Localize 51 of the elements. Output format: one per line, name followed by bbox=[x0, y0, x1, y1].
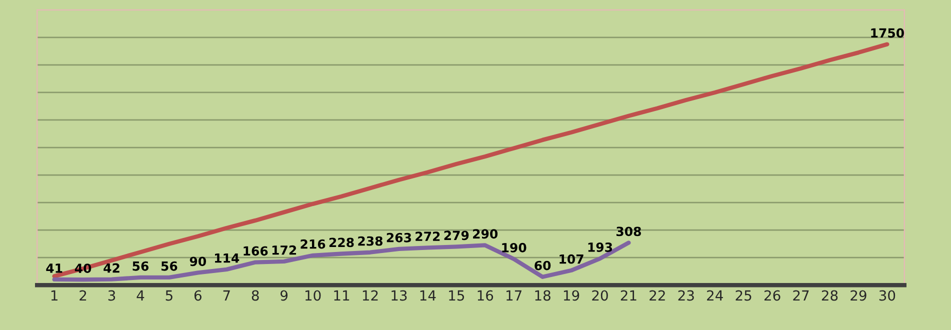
data-label: 166 bbox=[244, 246, 268, 256]
x-tick-label: 30 bbox=[879, 290, 896, 301]
x-tick-label: 22 bbox=[650, 290, 665, 301]
data-label: 41 bbox=[46, 264, 62, 273]
data-label: 90 bbox=[190, 256, 206, 266]
data-label: 272 bbox=[416, 232, 440, 241]
x-tick-label: 3 bbox=[108, 290, 116, 301]
data-label: 60 bbox=[534, 260, 551, 270]
x-tick-label: 6 bbox=[194, 290, 202, 301]
x-tick-label: 24 bbox=[707, 290, 723, 301]
x-tick-label: 10 bbox=[305, 290, 321, 301]
data-label: 193 bbox=[588, 242, 612, 252]
x-tick-label: 1 bbox=[51, 290, 58, 301]
x-tick-label: 21 bbox=[620, 290, 636, 301]
x-tick-label: 28 bbox=[822, 290, 838, 301]
data-label: 56 bbox=[161, 261, 178, 271]
x-tick-label: 29 bbox=[850, 290, 866, 301]
x-tick-label: 12 bbox=[362, 290, 378, 301]
x-tick-label: 17 bbox=[506, 290, 522, 301]
x-tick-label: 19 bbox=[564, 290, 580, 301]
data-label: 1750 bbox=[871, 28, 904, 38]
x-tick-label: 25 bbox=[736, 290, 752, 301]
data-label: 308 bbox=[616, 226, 641, 236]
x-tick-label: 20 bbox=[592, 290, 608, 301]
data-label: 279 bbox=[444, 230, 469, 240]
x-tick-label: 23 bbox=[678, 290, 694, 301]
x-tick-label: 8 bbox=[252, 290, 259, 301]
data-label: 114 bbox=[215, 254, 240, 263]
x-tick-label: 9 bbox=[280, 290, 288, 301]
data-label: 56 bbox=[132, 261, 149, 271]
data-label: 42 bbox=[104, 263, 120, 273]
data-label: 238 bbox=[358, 236, 382, 246]
x-tick-label: 7 bbox=[223, 290, 230, 301]
x-tick-label: 5 bbox=[166, 290, 172, 301]
x-tick-label: 14 bbox=[420, 290, 436, 301]
x-tick-label: 4 bbox=[136, 290, 144, 301]
x-tick-label: 18 bbox=[535, 290, 550, 301]
x-tick-label: 11 bbox=[334, 290, 350, 301]
data-label: 216 bbox=[300, 239, 326, 249]
x-tick-label: 15 bbox=[449, 290, 464, 301]
x-tick-label: 16 bbox=[478, 290, 494, 301]
data-label: 190 bbox=[502, 242, 526, 252]
data-label: 172 bbox=[272, 245, 296, 255]
x-tick-label: 27 bbox=[793, 290, 809, 301]
x-tick-label: 2 bbox=[80, 290, 86, 301]
data-label: 290 bbox=[473, 229, 498, 239]
data-label: 107 bbox=[560, 254, 584, 264]
x-tick-label: 13 bbox=[392, 290, 407, 301]
data-label: 263 bbox=[386, 232, 411, 242]
x-tick-label: 26 bbox=[764, 290, 780, 301]
data-label: 228 bbox=[329, 238, 354, 248]
